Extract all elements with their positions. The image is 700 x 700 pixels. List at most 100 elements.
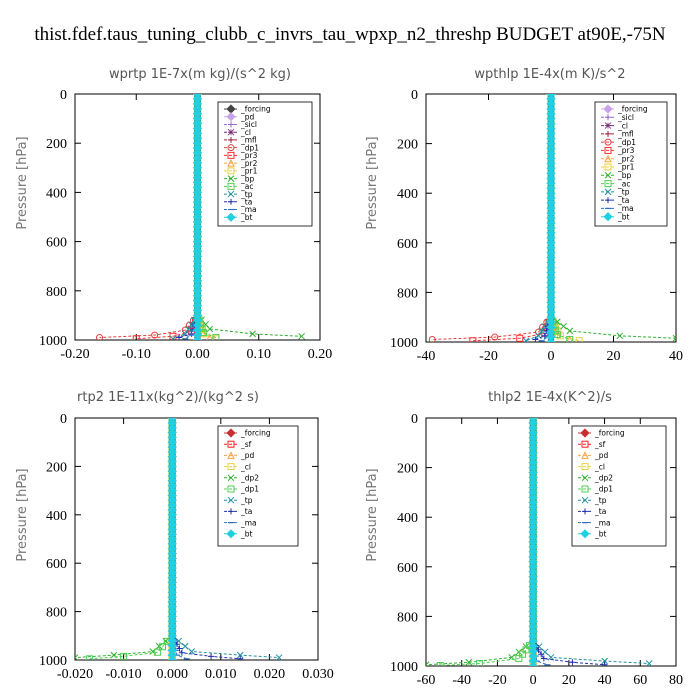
legend-marker bbox=[227, 151, 235, 159]
legend-label: _cl bbox=[240, 462, 251, 471]
legend-label: _sicl bbox=[240, 120, 257, 129]
series-marker bbox=[566, 335, 574, 342]
series-line-dp1 bbox=[99, 94, 198, 339]
x-tick-label: -20 bbox=[479, 349, 498, 364]
legend-marker bbox=[581, 440, 589, 448]
x-tick-label: 40 bbox=[669, 349, 683, 364]
x-tick-label: -40 bbox=[452, 673, 471, 688]
series-marker bbox=[426, 661, 430, 666]
x-tick-label: 0 bbox=[548, 349, 555, 364]
legend-label: _ta bbox=[594, 507, 606, 516]
legend-marker bbox=[604, 138, 612, 146]
legend-marker bbox=[581, 485, 589, 493]
series-marker bbox=[176, 334, 183, 340]
legend-label: _sicl bbox=[617, 113, 634, 122]
series-line-dp2 bbox=[426, 418, 534, 666]
legend-label: _pd bbox=[594, 451, 609, 460]
y-tick-label: 800 bbox=[397, 286, 418, 301]
legend-marker bbox=[227, 496, 235, 504]
series-marker bbox=[206, 325, 214, 333]
y-tick-label: 600 bbox=[46, 557, 67, 572]
y-tick-label: 1000 bbox=[390, 336, 418, 351]
legend-marker bbox=[604, 163, 612, 171]
legend-marker bbox=[604, 146, 612, 154]
series-marker bbox=[541, 332, 548, 339]
x-tick-label: 0.00 bbox=[185, 347, 210, 362]
series-marker bbox=[569, 659, 576, 666]
legend-marker bbox=[604, 171, 612, 179]
x-tick-label: -40 bbox=[417, 349, 436, 364]
y-axis-label: Pressure [hPa] bbox=[365, 468, 380, 561]
legend-label: _dp1 bbox=[240, 485, 259, 494]
y-tick-label: 400 bbox=[46, 186, 67, 201]
legend-marker bbox=[226, 212, 236, 222]
series-marker bbox=[237, 655, 244, 660]
legend-label: _forcing bbox=[594, 429, 625, 438]
legend-label: _cl bbox=[240, 128, 251, 137]
legend-label: _cl bbox=[617, 121, 628, 130]
legend-label: _ta bbox=[240, 198, 252, 207]
series-marker bbox=[553, 331, 561, 339]
y-axis-label: Pressure [hPa] bbox=[15, 136, 30, 229]
legend-label: _bt bbox=[240, 213, 253, 222]
series-marker bbox=[535, 643, 543, 650]
series-marker bbox=[192, 94, 203, 99]
legend-marker bbox=[227, 167, 235, 175]
x-tick-label: 20 bbox=[562, 673, 576, 688]
y-tick-label: 0 bbox=[411, 412, 418, 427]
x-tick-label: -60 bbox=[417, 673, 436, 688]
x-tick-label: 0.030 bbox=[302, 667, 334, 682]
legend-marker bbox=[226, 529, 236, 539]
series-marker bbox=[532, 336, 539, 342]
figure-title: thist.fdef.taus_tuning_clubb_c_invrs_tau… bbox=[34, 24, 666, 45]
series-marker bbox=[566, 327, 574, 335]
x-tick-label: 0.010 bbox=[205, 667, 237, 682]
series-line-pr1 bbox=[550, 94, 580, 342]
legend-label: _ac bbox=[617, 179, 630, 188]
series-marker bbox=[522, 646, 530, 654]
legend-label: _pr3 bbox=[240, 151, 258, 160]
legend-label: _bp bbox=[617, 171, 632, 180]
y-tick-label: 0 bbox=[60, 412, 67, 427]
series-marker bbox=[535, 646, 542, 653]
x-tick-label: -0.20 bbox=[60, 347, 89, 362]
series-marker bbox=[96, 334, 103, 340]
legend-label: _ta bbox=[240, 507, 252, 516]
series-marker bbox=[167, 655, 177, 660]
series-marker bbox=[546, 337, 556, 342]
legend-marker bbox=[227, 128, 235, 136]
series-marker bbox=[86, 655, 94, 660]
series-marker bbox=[158, 643, 166, 651]
panel-title: wprtp 1E-7x(m kg)/(s^2 kg) bbox=[109, 67, 291, 82]
legend-label: _cl bbox=[594, 462, 605, 471]
panel-wpthlp: wpthlp 1E-4x(m K)/s^2 Pressure [hPa] -40… bbox=[365, 67, 683, 364]
legend-label: _pd bbox=[240, 451, 255, 460]
series-marker bbox=[154, 648, 162, 656]
series-marker bbox=[200, 329, 208, 337]
series-marker bbox=[178, 649, 185, 656]
legend-label: _pr1 bbox=[240, 167, 258, 176]
y-tick-label: 400 bbox=[46, 509, 67, 524]
series-marker bbox=[275, 654, 283, 660]
legend-marker bbox=[603, 104, 613, 114]
series-line-dp1 bbox=[432, 94, 552, 341]
x-tick-label: -0.10 bbox=[122, 347, 151, 362]
series-marker bbox=[162, 637, 170, 645]
legend-label: _bt bbox=[594, 530, 607, 539]
legend-marker bbox=[604, 122, 612, 129]
legend-marker bbox=[604, 188, 612, 196]
legend-marker bbox=[228, 121, 234, 128]
y-tick-label: 0 bbox=[60, 88, 67, 103]
series-marker bbox=[212, 334, 220, 340]
series-marker bbox=[465, 658, 473, 666]
series-marker bbox=[176, 645, 183, 652]
series-marker bbox=[132, 335, 140, 340]
legend-label: _dp1 bbox=[594, 485, 613, 494]
series-marker bbox=[236, 651, 244, 659]
legend-marker bbox=[581, 474, 589, 482]
series-marker bbox=[601, 661, 608, 666]
series-line-pr3 bbox=[136, 94, 198, 340]
legend-marker bbox=[605, 114, 611, 121]
series-marker bbox=[298, 332, 305, 340]
